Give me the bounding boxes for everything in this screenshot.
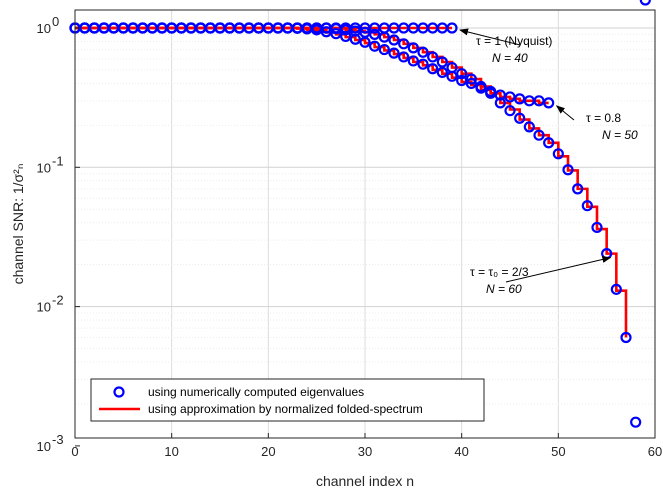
eigenvalue-point bbox=[456, 68, 468, 80]
y-tick-label: 10 bbox=[37, 439, 51, 454]
annotation-line1: τ = 1 (Nyquist) bbox=[476, 34, 552, 48]
x-tick-label: 50 bbox=[551, 444, 565, 459]
eigenvalue-point bbox=[485, 87, 497, 99]
eigenvalue-point bbox=[398, 38, 410, 50]
eigenvalue-point bbox=[340, 30, 352, 43]
y-tick-exponent: -3 bbox=[52, 432, 64, 447]
y-tick-exponent: 0 bbox=[52, 14, 59, 29]
eigenvalue-point bbox=[388, 47, 400, 59]
eigenvalue-point bbox=[475, 80, 487, 93]
x-tick-label: 30 bbox=[358, 444, 372, 459]
y-tick-label: 10 bbox=[37, 300, 51, 315]
eigenvalue-point bbox=[562, 164, 574, 176]
eigenvalue-point bbox=[417, 58, 429, 70]
eigenvalue-point bbox=[543, 137, 555, 149]
eigenvalue-point bbox=[504, 105, 516, 117]
y-tick-exponent: -1 bbox=[52, 153, 64, 168]
x-tick-label: 0 bbox=[71, 444, 78, 459]
eigenvalue-point bbox=[494, 97, 506, 109]
eigenvalue-point bbox=[436, 66, 448, 79]
y-tick-label: 10 bbox=[37, 160, 51, 175]
x-tick-label: 20 bbox=[261, 444, 275, 459]
y-axis-label: channel SNR: 1/σ²ₙ bbox=[10, 164, 26, 285]
eigenvalue-point bbox=[378, 43, 390, 56]
legend: using numerically computed eigenvalues us… bbox=[90, 378, 485, 422]
eigenvalue-point bbox=[407, 42, 419, 54]
annotations: τ = 1 (Nyquist) N = 40 τ = 0.8 N = 50 τ = τ₀… bbox=[459, 28, 638, 296]
eigenvalue-point bbox=[533, 129, 545, 141]
eigenvalue-point bbox=[639, 0, 651, 6]
eigenvalue-point bbox=[543, 97, 555, 109]
eigenvalue-point bbox=[378, 31, 390, 43]
eigenvalue-point bbox=[620, 331, 632, 344]
eigenvalue-point bbox=[514, 112, 526, 124]
eigenvalue-point bbox=[465, 77, 477, 90]
eigenvalue-point bbox=[436, 56, 448, 68]
annotation-line2: N = 50 bbox=[602, 128, 638, 142]
eigenvalue-point bbox=[369, 40, 381, 52]
legend-label: using approximation by normalized folded… bbox=[148, 402, 423, 416]
eigenvalue-point bbox=[398, 51, 410, 63]
eigenvalue-point bbox=[388, 34, 400, 46]
y-tick-label: 10 bbox=[37, 21, 51, 36]
x-tick-label: 10 bbox=[164, 444, 178, 459]
eigenvalue-point bbox=[446, 61, 458, 74]
eigenvalue-point bbox=[407, 55, 419, 67]
annotation-arrow bbox=[505, 256, 612, 283]
eigenvalue-point bbox=[581, 200, 593, 212]
eigenvalue-point bbox=[330, 28, 342, 40]
x-tick-label: 40 bbox=[454, 444, 468, 459]
eigenvalue-point bbox=[630, 416, 642, 428]
legend-marker-circle bbox=[113, 386, 125, 398]
eigenvalue-point bbox=[572, 183, 584, 195]
legend-label: using numerically computed eigenvalues bbox=[148, 385, 364, 399]
eigenvalue-point bbox=[465, 73, 477, 85]
eigenvalue-point bbox=[427, 51, 439, 63]
annotation-arrow bbox=[555, 105, 575, 121]
eigenvalue-point bbox=[523, 121, 535, 133]
eigenvalue-point bbox=[446, 22, 458, 34]
legend-box bbox=[90, 378, 485, 422]
annotation-line1: τ = 0.8 bbox=[586, 111, 621, 125]
annotation-line2: N = 40 bbox=[492, 51, 528, 65]
x-tick-labels: 0 10 20 30 40 50 60 bbox=[71, 433, 662, 459]
eigenvalue-point bbox=[591, 221, 603, 234]
annotation-line2: N = 60 bbox=[486, 282, 522, 296]
x-tick-label: 60 bbox=[648, 444, 662, 459]
eigenvalue-point bbox=[369, 28, 381, 40]
y-tick-exponent: -2 bbox=[52, 293, 64, 308]
eigenvalue-point bbox=[552, 148, 564, 160]
x-axis-label: channel index n bbox=[316, 473, 414, 489]
annotation-arrow bbox=[459, 28, 521, 46]
eigenvalue-markers bbox=[69, 0, 651, 428]
annotation-line1: τ = τ₀ = 2/3 bbox=[470, 265, 529, 279]
eigenvalue-point bbox=[417, 46, 429, 58]
eigenvalue-point bbox=[427, 63, 439, 75]
eigenvalue-point bbox=[610, 283, 622, 295]
